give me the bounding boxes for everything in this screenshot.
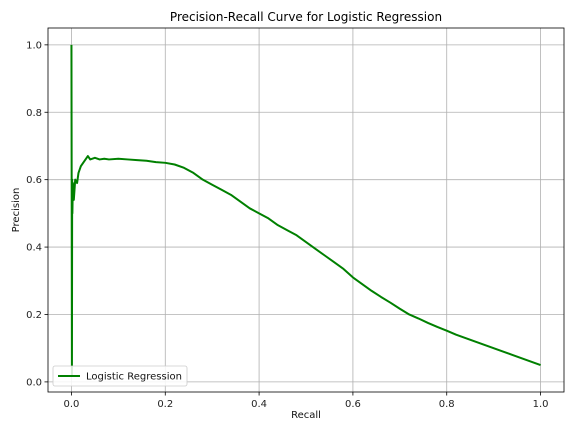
y-tick-label: 0.0 <box>26 377 42 388</box>
x-tick-label: 0.2 <box>157 399 173 410</box>
axes-frame <box>47 27 565 393</box>
legend-box <box>52 365 188 387</box>
series-line-0 <box>70 44 541 377</box>
x-tick-label: 0.4 <box>251 399 267 410</box>
y-tick-label: 0.2 <box>26 310 42 321</box>
x-tick-label: 1.0 <box>533 399 549 410</box>
x-axis-label: Recall <box>291 410 321 421</box>
x-tick-label: 0.0 <box>64 399 80 410</box>
x-tick-label: 0.6 <box>345 399 361 410</box>
y-tick-label: 1.0 <box>26 40 42 51</box>
chart-title: Precision-Recall Curve for Logistic Regr… <box>170 10 442 24</box>
y-tick-label: 0.8 <box>26 108 42 119</box>
y-axis-label: Precision <box>11 188 22 233</box>
y-tick-label: 0.4 <box>26 243 42 254</box>
plot-area: 0.0 0.2 0.4 0.6 0.8 1.0 0.0 0.2 0.4 0.6 0.8 1.0 Logi… <box>26 27 565 410</box>
legend-label: Logistic Regression <box>86 372 182 383</box>
x-tick-label: 0.8 <box>439 399 455 410</box>
y-tick-label: 0.6 <box>26 175 42 186</box>
